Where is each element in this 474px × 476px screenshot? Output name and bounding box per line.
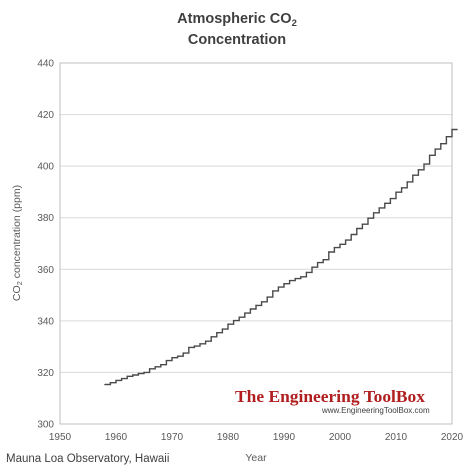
- data-point: [233, 319, 235, 322]
- chart-title: Atmospheric CO2: [177, 11, 297, 29]
- y-tick-label: 340: [37, 316, 54, 327]
- data-point: [434, 148, 436, 150]
- data-point: [154, 366, 156, 368]
- y-tick-label: 360: [37, 265, 54, 276]
- chart-title-main: Atmospheric CO: [177, 11, 291, 27]
- y-axis-label: CO2 concentration (ppm): [11, 185, 24, 301]
- data-point: [300, 276, 302, 278]
- data-point: [121, 378, 123, 380]
- y-tick-label: 380: [37, 213, 54, 224]
- tick-label-layer: 300 320 340 360 380 400 420 440 1950 1960 1970 1980…: [37, 59, 463, 444]
- data-point: [356, 227, 358, 230]
- data-point: [171, 357, 173, 359]
- data-point: [328, 251, 330, 253]
- data-point: [423, 163, 425, 165]
- y-tick-label: 320: [37, 368, 54, 379]
- data-point: [137, 372, 139, 375]
- x-tick-label: 1960: [105, 432, 128, 443]
- source-note: Mauna Loa Observatory, Hawaii: [6, 453, 169, 465]
- data-point: [115, 379, 117, 382]
- data-point: [193, 345, 195, 347]
- x-axis-label: Year: [245, 452, 267, 464]
- data-point: [205, 340, 207, 342]
- data-point: [216, 332, 218, 334]
- y-axis-label-rest: concentration (ppm): [11, 185, 23, 281]
- x-tick-label: 1980: [217, 432, 240, 443]
- data-point: [406, 181, 408, 183]
- y-tick-label: 420: [37, 110, 54, 121]
- data-point: [132, 374, 134, 376]
- x-tick-label: 1950: [49, 432, 72, 443]
- x-tick-label: 2010: [385, 432, 408, 443]
- data-point: [177, 355, 179, 357]
- data-point: [367, 217, 369, 219]
- data-point: [165, 359, 167, 362]
- data-point: [255, 304, 257, 306]
- data-point: [149, 368, 151, 370]
- data-point: [333, 247, 335, 249]
- watermark-url: www.EngineeringToolBox.com: [321, 406, 430, 415]
- data-point: [188, 346, 190, 349]
- data-point: [244, 312, 246, 314]
- data-point: [289, 280, 291, 282]
- data-point: [378, 207, 380, 209]
- data-point: [305, 271, 307, 273]
- data-point: [266, 296, 268, 298]
- data-point: [401, 187, 403, 189]
- data-point: [322, 259, 324, 261]
- data-point: [221, 328, 223, 330]
- data-point: [272, 290, 274, 292]
- x-tick-label: 1970: [161, 432, 184, 443]
- data-point: [350, 233, 352, 236]
- data-point: [294, 277, 296, 280]
- data-point: [311, 266, 313, 268]
- data-point: [210, 336, 212, 338]
- y-axis-label-subscript: 2: [15, 281, 24, 285]
- data-point: [373, 212, 375, 214]
- data-point: [104, 383, 106, 386]
- data-point: [417, 169, 419, 171]
- x-tick-label: 1990: [273, 432, 296, 443]
- data-point: [339, 243, 341, 245]
- data-point: [317, 261, 319, 264]
- data-point: [227, 323, 229, 325]
- data-point: [361, 223, 363, 225]
- series-line: [104, 128, 458, 386]
- y-tick-label: 400: [37, 162, 54, 173]
- data-point: [440, 143, 442, 145]
- x-tick-label: 2000: [329, 432, 352, 443]
- data-point: [238, 316, 240, 318]
- chart-title-subscript: 2: [292, 18, 297, 29]
- data-point: [261, 301, 263, 303]
- data-point: [389, 198, 391, 200]
- chart-title-line2: Concentration: [188, 32, 286, 48]
- data-point: [199, 343, 201, 345]
- plot-area-frame: [59, 62, 453, 425]
- data-point: [182, 352, 184, 354]
- data-point: [345, 239, 347, 241]
- watermark-title: The Engineering ToolBox: [235, 387, 425, 406]
- data-point: [109, 382, 111, 384]
- data-point: [160, 364, 162, 366]
- data-point: [277, 286, 279, 288]
- data-point: [126, 375, 128, 377]
- y-tick-label: 440: [37, 59, 54, 70]
- data-point: [143, 371, 145, 374]
- data-point: [384, 202, 386, 204]
- y-tick-label: 300: [37, 420, 54, 431]
- x-tick-label: 2020: [441, 432, 464, 443]
- y-axis-label-main: CO: [11, 285, 23, 301]
- data-point: [429, 154, 431, 156]
- data-point: [445, 136, 447, 138]
- data-point: [283, 283, 285, 285]
- grid-layer: [60, 62, 452, 425]
- series-layer: [104, 128, 458, 386]
- watermark: The Engineering ToolBox www.EngineeringT…: [235, 387, 430, 415]
- data-point: [249, 308, 251, 310]
- data-point: [412, 174, 414, 176]
- data-point: [451, 128, 453, 131]
- data-point: [395, 191, 397, 193]
